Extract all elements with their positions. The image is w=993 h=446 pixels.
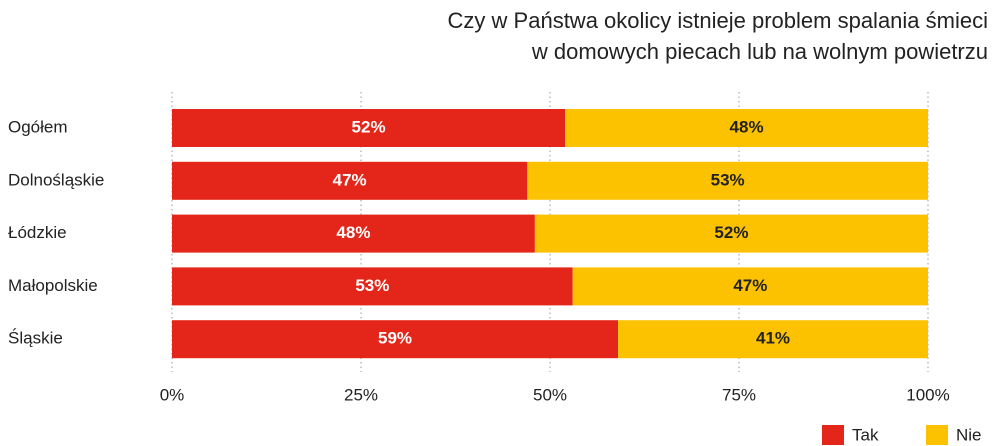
legend-label: Tak [852, 425, 879, 444]
y-tick-label: Łódzkie [8, 223, 67, 242]
x-tick-label: 50% [533, 385, 567, 404]
bar-segment [572, 267, 928, 306]
x-tick-label: 25% [344, 385, 378, 404]
bar-segment [534, 214, 928, 253]
bar-segment [618, 320, 928, 359]
legend-swatch [926, 425, 948, 445]
legend-swatch [822, 425, 844, 445]
x-tick-label: 100% [906, 385, 949, 404]
data-label: 41% [756, 329, 790, 348]
data-label: 47% [333, 170, 367, 189]
y-tick-label: Dolnośląskie [8, 170, 104, 189]
bar-segment [172, 161, 528, 200]
data-label: 48% [730, 117, 764, 136]
legend-label: Nie [956, 425, 982, 444]
data-label: 52% [352, 117, 386, 136]
bar-segment [565, 109, 928, 147]
chart-title: Czy w Państwa okolicy istnieje problem s… [448, 8, 988, 33]
chart-title: w domowych piecach lub na wolnym powietr… [531, 39, 988, 64]
data-label: 48% [336, 223, 370, 242]
data-label: 52% [714, 223, 748, 242]
y-tick-label: Ogółem [8, 117, 68, 136]
data-label: 59% [378, 329, 412, 348]
data-label: 47% [733, 276, 767, 295]
bar-segment [172, 214, 535, 253]
bar-segment [172, 320, 619, 359]
bar-segment [172, 267, 573, 306]
x-tick-label: 0% [160, 385, 185, 404]
x-tick-label: 75% [722, 385, 756, 404]
bar-segment [172, 109, 566, 147]
y-tick-label: Śląskie [8, 329, 63, 348]
data-label: 53% [711, 170, 745, 189]
bar-segment [527, 161, 928, 200]
data-label: 53% [355, 276, 389, 295]
y-tick-label: Małopolskie [8, 276, 98, 295]
